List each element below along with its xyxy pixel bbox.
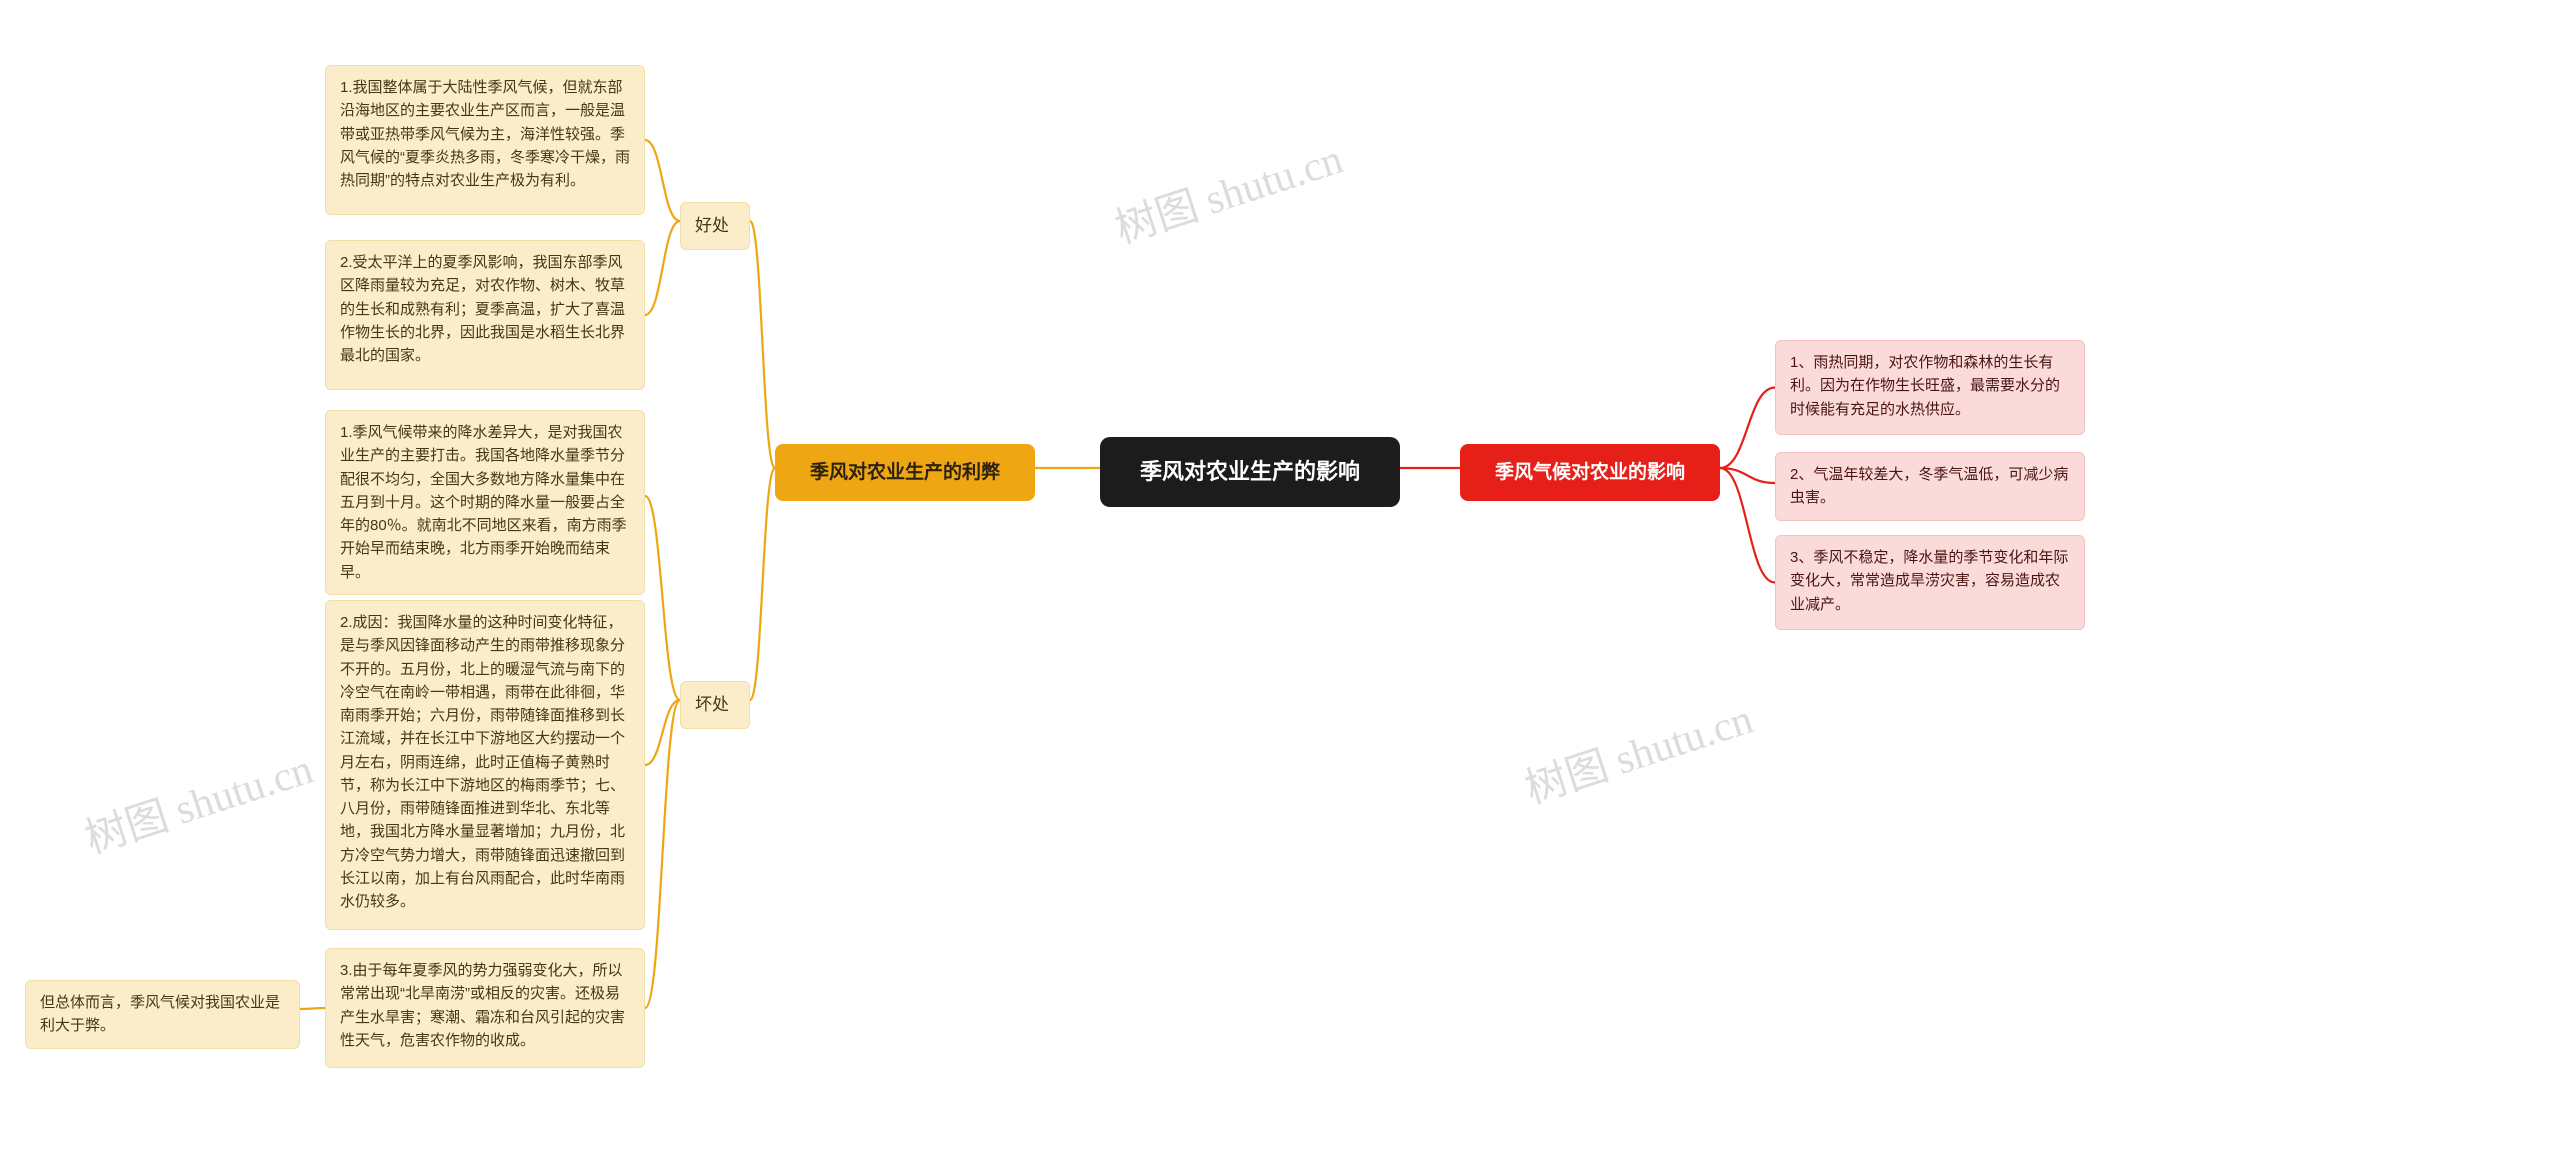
leaf-bad-1-text: 1.季风气候带来的降水差异大，是对我国农业生产的主要打击。我国各地降水量季节分配…: [340, 421, 630, 584]
watermark: 树图 shutu.cn: [1516, 685, 1759, 816]
leaf-good-2: 2.受太平洋上的夏季风影响，我国东部季风区降雨量较为充足，对农作物、树木、牧草的…: [325, 240, 645, 390]
watermark: 树图 shutu.cn: [76, 735, 319, 866]
subnode-good: 好处: [680, 202, 750, 250]
root-label: 季风对农业生产的影响: [1140, 455, 1360, 489]
branch-climate-effect-label: 季风气候对农业的影响: [1495, 458, 1685, 487]
leaf-bad-3: 3.由于每年夏季风的势力强弱变化大，所以常常出现“北旱南涝”或相反的灾害。还极易…: [325, 948, 645, 1068]
leaf-bad-1: 1.季风气候带来的降水差异大，是对我国农业生产的主要打击。我国各地降水量季节分配…: [325, 410, 645, 595]
leaf-effect-3-text: 3、季风不稳定，降水量的季节变化和年际变化大，常常造成旱涝灾害，容易造成农业减产…: [1790, 546, 2070, 616]
leaf-good-1-text: 1.我国整体属于大陆性季风气候，但就东部沿海地区的主要农业生产区而言，一般是温带…: [340, 76, 630, 192]
leaf-effect-3: 3、季风不稳定，降水量的季节变化和年际变化大，常常造成旱涝灾害，容易造成农业减产…: [1775, 535, 2085, 630]
branch-climate-effect: 季风气候对农业的影响: [1460, 444, 1720, 501]
leaf-effect-2-text: 2、气温年较差大，冬季气温低，可减少病虫害。: [1790, 463, 2070, 510]
leaf-bad-3-text: 3.由于每年夏季风的势力强弱变化大，所以常常出现“北旱南涝”或相反的灾害。还极易…: [340, 959, 630, 1052]
leaf-good-1: 1.我国整体属于大陆性季风气候，但就东部沿海地区的主要农业生产区而言，一般是温带…: [325, 65, 645, 215]
mindmap-root: 季风对农业生产的影响: [1100, 437, 1400, 507]
branch-pros-cons: 季风对农业生产的利弊: [775, 444, 1035, 501]
branch-pros-cons-label: 季风对农业生产的利弊: [810, 458, 1000, 487]
subnode-good-label: 好处: [695, 213, 729, 239]
leaf-effect-1-text: 1、雨热同期，对农作物和森林的生长有利。因为在作物生长旺盛，最需要水分的时候能有…: [1790, 351, 2070, 421]
leaf-good-2-text: 2.受太平洋上的夏季风影响，我国东部季风区降雨量较为充足，对农作物、树木、牧草的…: [340, 251, 630, 367]
leaf-effect-2: 2、气温年较差大，冬季气温低，可减少病虫害。: [1775, 452, 2085, 521]
leaf-effect-1: 1、雨热同期，对农作物和森林的生长有利。因为在作物生长旺盛，最需要水分的时候能有…: [1775, 340, 2085, 435]
leaf-bad-2: 2.成因：我国降水量的这种时间变化特征，是与季风因锋面移动产生的雨带推移现象分不…: [325, 600, 645, 930]
leaf-bad-2-text: 2.成因：我国降水量的这种时间变化特征，是与季风因锋面移动产生的雨带推移现象分不…: [340, 611, 630, 913]
leaf-summary: 但总体而言，季风气候对我国农业是利大于弊。: [25, 980, 300, 1049]
subnode-bad: 坏处: [680, 681, 750, 729]
watermark: 树图 shutu.cn: [1106, 125, 1349, 256]
leaf-summary-text: 但总体而言，季风气候对我国农业是利大于弊。: [40, 991, 285, 1038]
subnode-bad-label: 坏处: [695, 692, 729, 718]
